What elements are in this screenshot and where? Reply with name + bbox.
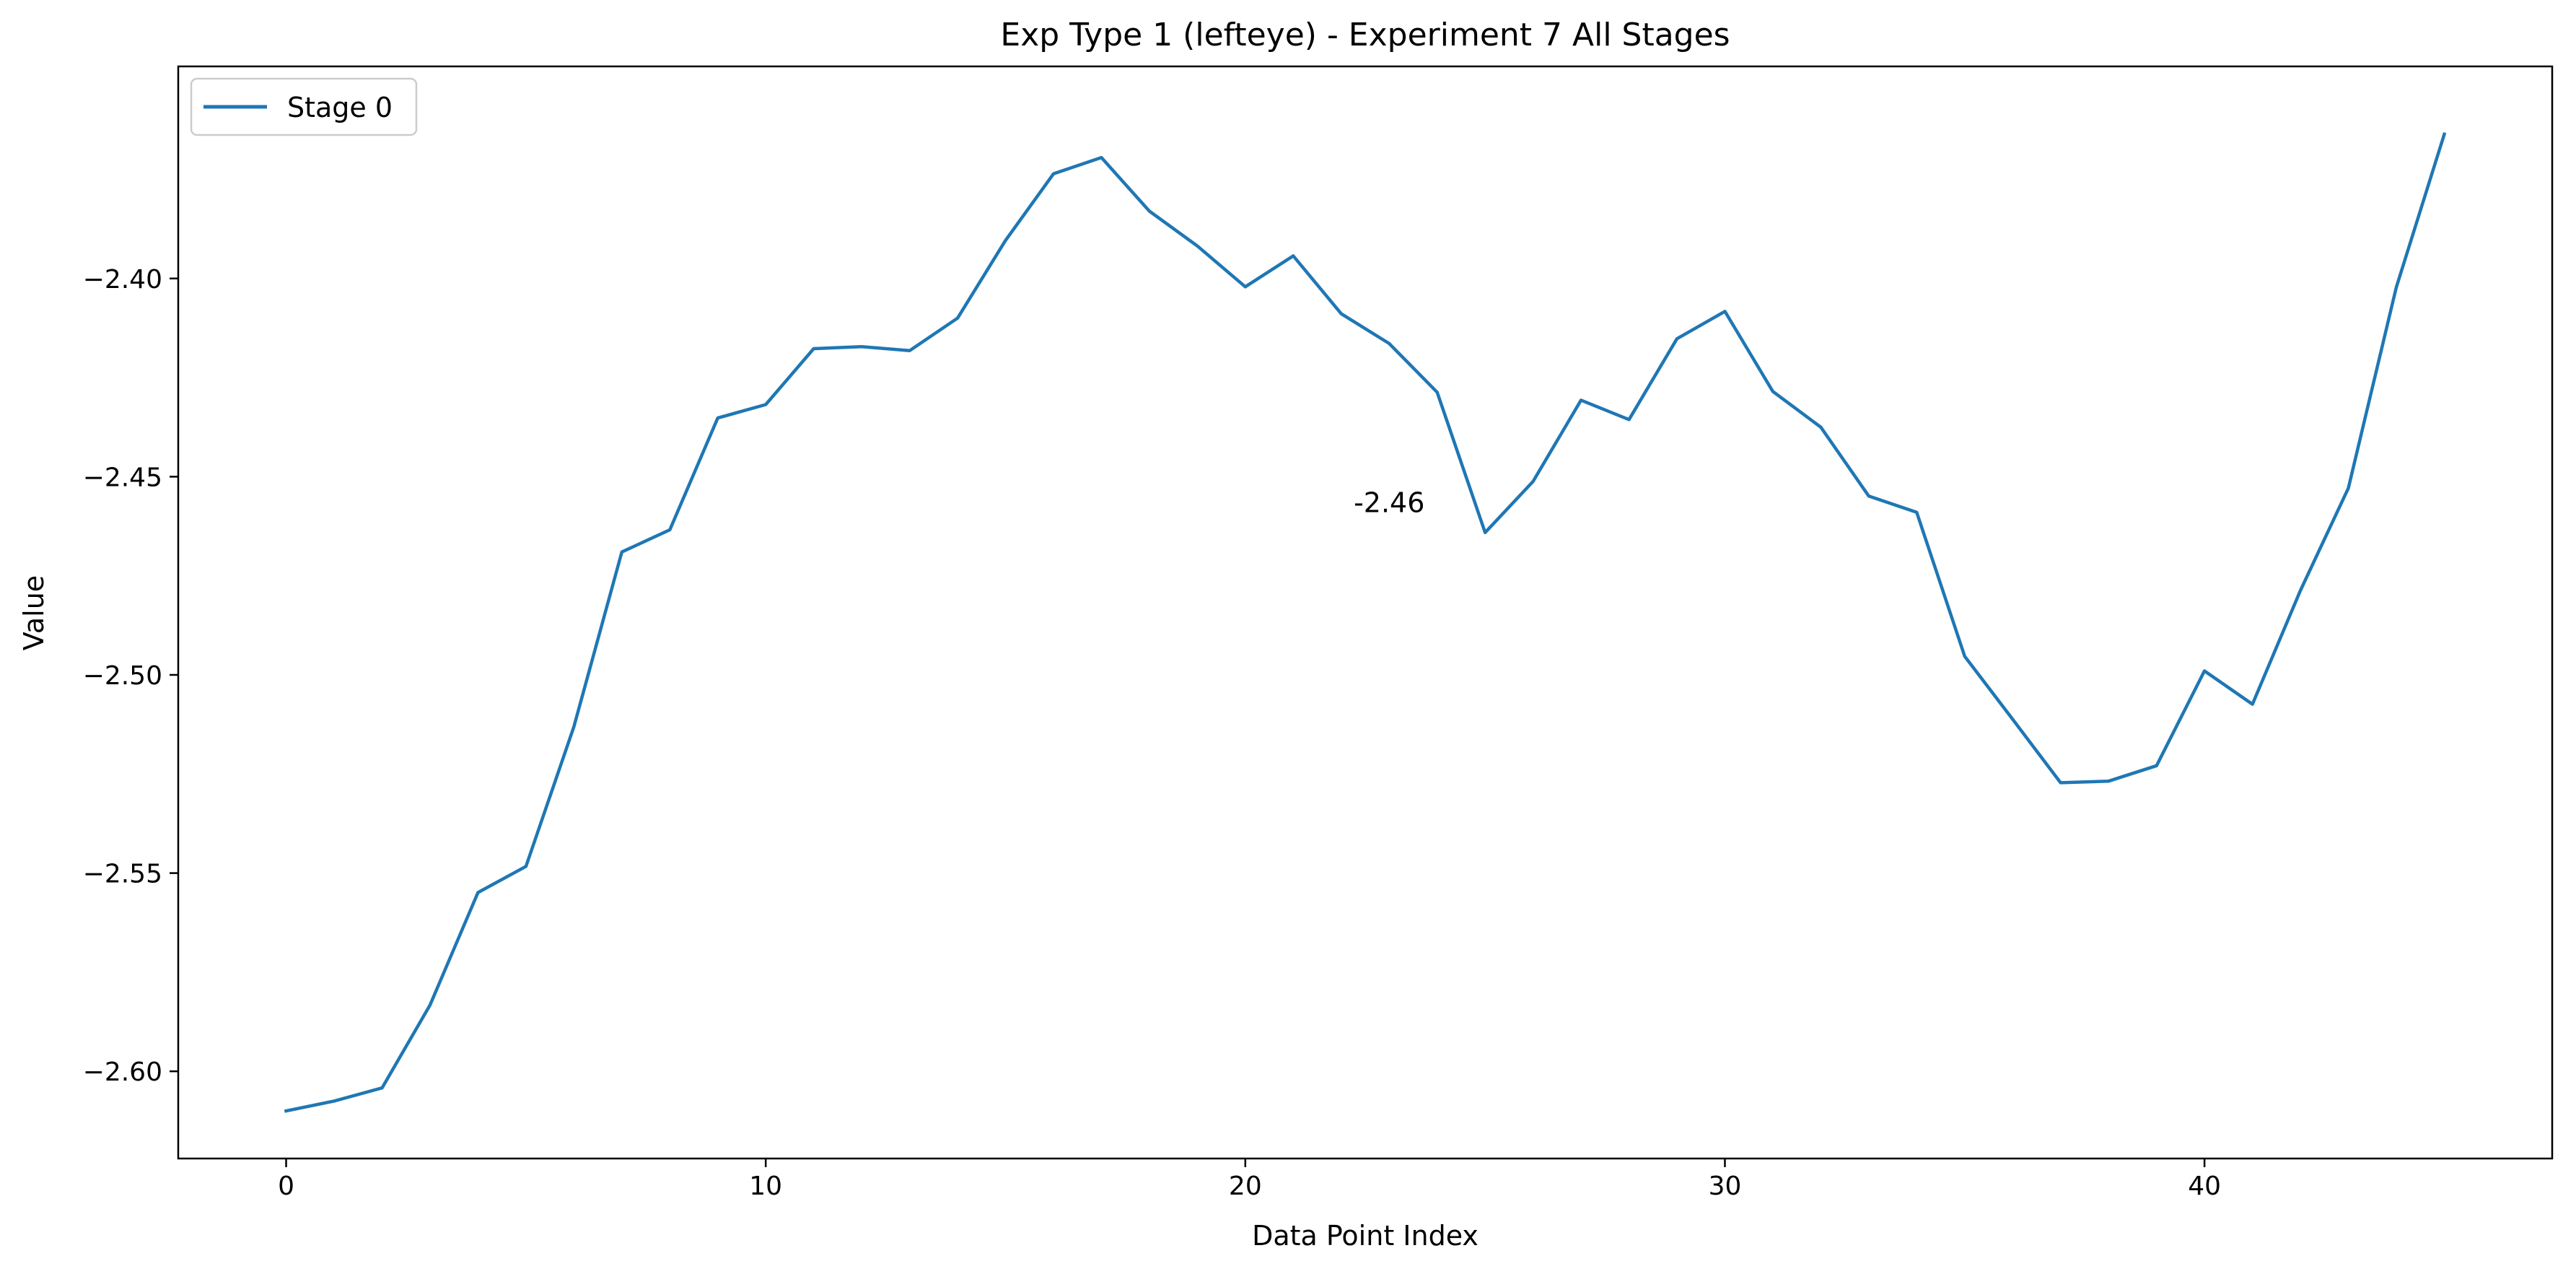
series-layer <box>284 132 2447 1113</box>
x-tick-label: 20 <box>1229 1172 1262 1201</box>
y-axis-label: Value <box>18 575 50 650</box>
plot-area: 0 10 20 30 40 −2.60 −2.55 −2.50 −2.45 −2.40 -2.4… <box>83 65 2554 1201</box>
y-tick-label: −2.45 <box>83 463 162 492</box>
plot-border <box>177 65 2554 1160</box>
x-axis-label: Data Point Index <box>1252 1220 1478 1252</box>
chart-title: Exp Type 1 (lefteye) - Experiment 7 All … <box>1000 17 1730 53</box>
legend: Stage 0 <box>190 77 418 136</box>
x-tick-label: 10 <box>749 1172 782 1201</box>
plot-frame <box>178 66 2552 1159</box>
y-tick-label: −2.55 <box>83 860 162 889</box>
legend-label: Stage 0 <box>287 92 393 123</box>
x-axis: 0 10 20 30 40 <box>278 1159 2221 1201</box>
annotation-label: -2.46 <box>1354 487 1424 519</box>
series-line-stage-0 <box>284 132 2447 1113</box>
x-tick-label: 30 <box>1709 1172 1742 1201</box>
x-tick-label: 0 <box>278 1172 294 1201</box>
x-tick-label: 40 <box>2188 1172 2221 1201</box>
y-tick-label: −2.40 <box>83 265 162 294</box>
y-tick-label: −2.60 <box>83 1057 162 1087</box>
y-axis: −2.60 −2.55 −2.50 −2.45 −2.40 <box>83 265 178 1087</box>
y-tick-label: −2.50 <box>83 661 162 691</box>
annotation-layer: -2.46 <box>1354 487 1424 519</box>
legend-box <box>190 77 418 136</box>
